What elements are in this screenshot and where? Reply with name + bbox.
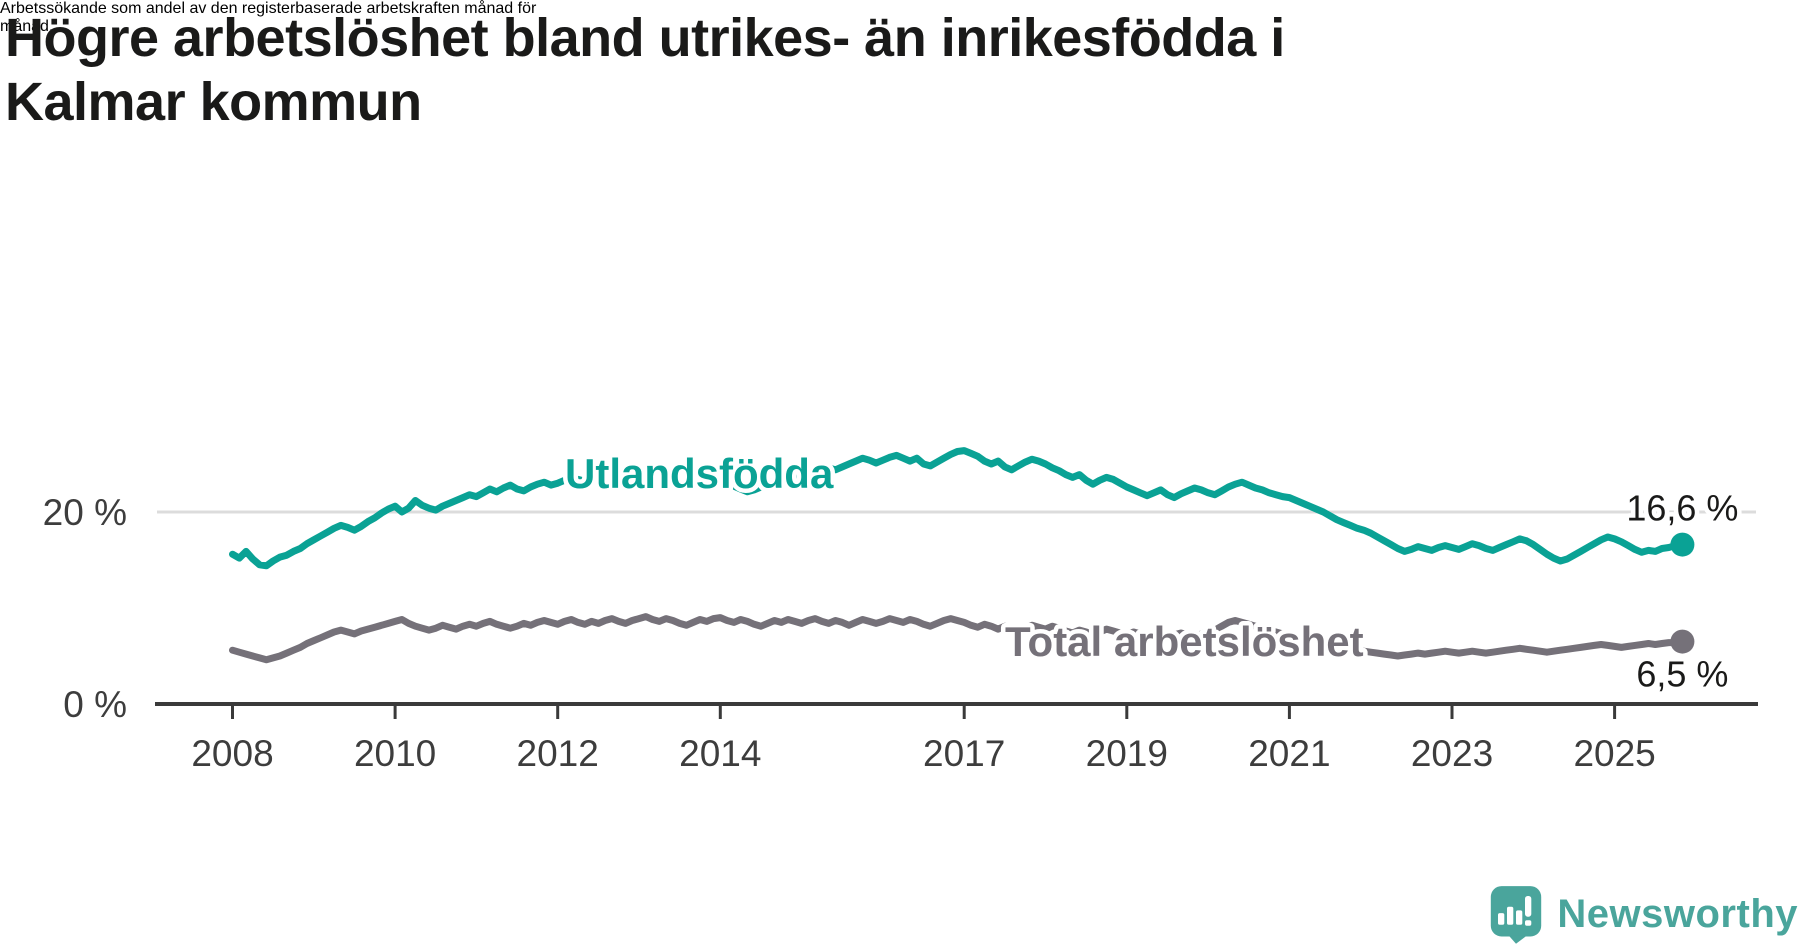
chart-subtitle-line-2: månad. — [0, 18, 54, 35]
newsworthy-logo-icon — [1491, 886, 1542, 944]
y-axis-label-20-percent: 20 % — [43, 492, 127, 533]
chart-subtitle-line-1: Arbetssökande som andel av den registerb… — [0, 0, 537, 17]
page-title: Högre arbetslöshet bland utrikes- än inr… — [5, 6, 1285, 134]
x-axis-label-2017: 2017 — [923, 733, 1005, 774]
end-value-label-total-arbetsloshet: 6,5 % — [1636, 654, 1728, 695]
newsworthy-logo: Newsworthy — [1489, 884, 1798, 944]
x-axis-label-2008: 2008 — [191, 733, 273, 774]
x-axis-label-2019: 2019 — [1086, 733, 1168, 774]
newsworthy-logo-text: Newsworthy — [1557, 891, 1798, 936]
page-title-line-2: Kalmar kommun — [5, 72, 422, 132]
series-line-total-arbetsloshet — [229, 613, 1686, 664]
end-dot-total-arbetsloshet — [1670, 629, 1695, 654]
x-axis-label-2025: 2025 — [1573, 733, 1655, 774]
page-title-line-1: Högre arbetslöshet bland utrikes- än inr… — [5, 8, 1285, 68]
series-label-total-arbetsloshet: Total arbetslöshet — [1005, 618, 1364, 665]
end-dot-utlandsfodda — [1670, 532, 1695, 557]
x-axis-label-2014: 2014 — [679, 733, 761, 774]
x-axis-label-2012: 2012 — [517, 733, 599, 774]
x-axis-label-2010: 2010 — [354, 733, 436, 774]
x-axis-label-2021: 2021 — [1248, 733, 1330, 774]
series-label-utlandsfodda: Utlandsfödda — [565, 450, 834, 497]
x-axis-label-2023: 2023 — [1411, 733, 1493, 774]
end-value-label-utlandsfodda: 16,6 % — [1626, 488, 1738, 529]
y-axis-label-0-percent: 0 % — [63, 684, 127, 725]
series-line-utlandsfodda — [229, 447, 1686, 570]
